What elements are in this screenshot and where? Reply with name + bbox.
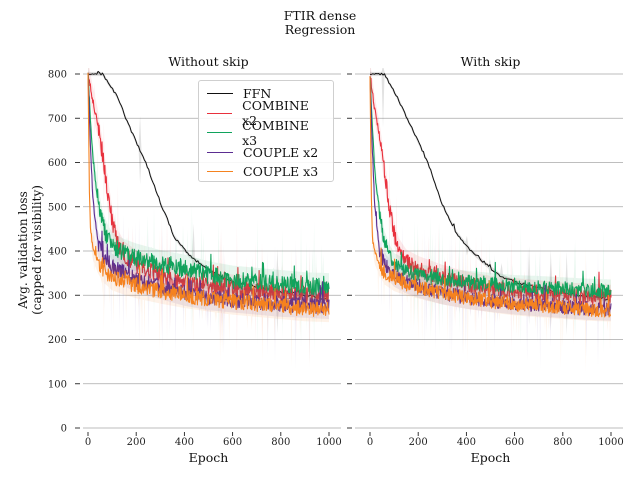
band-combine-x2 (370, 68, 611, 351)
x-tick-label: 400 (457, 437, 476, 448)
band-couple-x3 (370, 68, 611, 373)
legend-swatch-combine-x3 (207, 132, 233, 134)
x-tick-label: 0 (367, 437, 373, 448)
band-couple-x2 (370, 68, 611, 369)
y-tick-label: 400 (48, 247, 67, 258)
legend: FFN COMBINE x2 COMBINE x3 COUPLE x2 COUP… (198, 80, 334, 182)
legend-swatch-combine-x2 (207, 112, 233, 114)
legend-item-ffn: FFN (207, 84, 325, 104)
legend-swatch-couple-x3 (207, 171, 233, 173)
panel-with-skip: 0 200 400 600 800 1000 (347, 68, 624, 448)
x-tick-label: 600 (223, 437, 242, 448)
x-tick-label: 600 (505, 437, 524, 448)
series-line-combine-x3 (369, 76, 612, 298)
x-tick-label: 400 (175, 437, 194, 448)
y-tick-label: 0 (61, 424, 67, 435)
figure-title: FTIR dense (283, 8, 357, 23)
figure-subtitle: Regression (284, 22, 356, 37)
series-line-couple-x3 (369, 76, 612, 318)
plot-area (87, 68, 330, 370)
x-axis-label-left: Epoch (188, 450, 229, 465)
series-line-couple-x3 (87, 72, 330, 317)
x-tick-label: 200 (409, 437, 428, 448)
series-line-combine-x2 (369, 76, 612, 305)
x-tick-label: 1000 (316, 437, 341, 448)
legend-item-couple-x3: COUPLE x3 (207, 162, 325, 182)
x-tick-label: 800 (271, 437, 290, 448)
panel-title-with-skip: With skip (460, 54, 521, 69)
legend-swatch-ffn (207, 93, 233, 95)
y-tick-label: 200 (48, 335, 67, 346)
y-axis-label: Avg. validation loss (capped for visibil… (16, 185, 44, 315)
y-tick-label: 600 (48, 158, 67, 169)
legend-item-couple-x2: COUPLE x2 (207, 143, 325, 163)
series-line-combine-x3 (87, 72, 330, 296)
x-tick-label: 0 (85, 437, 91, 448)
y-tick-label: 800 (48, 70, 67, 81)
panel-without-skip: 0 100 200 300 400 500 600 700 800 0 200 400 600 800 10… (48, 68, 342, 448)
plot-area (369, 68, 612, 373)
y-tick-label: 500 (48, 202, 67, 213)
y-tick-label: 300 (48, 291, 67, 302)
x-tick-label: 1000 (598, 437, 623, 448)
band-couple-x3 (88, 68, 329, 368)
x-tick-label: 200 (127, 437, 146, 448)
legend-swatch-couple-x2 (207, 151, 233, 153)
legend-item-combine-x3: COMBINE x3 (207, 118, 325, 148)
band-couple-x2 (88, 68, 329, 370)
y-tick-label: 100 (48, 379, 67, 390)
band-combine-x3 (370, 68, 611, 353)
x-tick-label: 800 (553, 437, 572, 448)
x-axis-label-right: Epoch (470, 450, 511, 465)
y-tick-label: 700 (48, 114, 67, 125)
panel-title-without-skip: Without skip (168, 54, 249, 69)
legend-item-combine-x2: COMBINE x2 (207, 98, 325, 128)
